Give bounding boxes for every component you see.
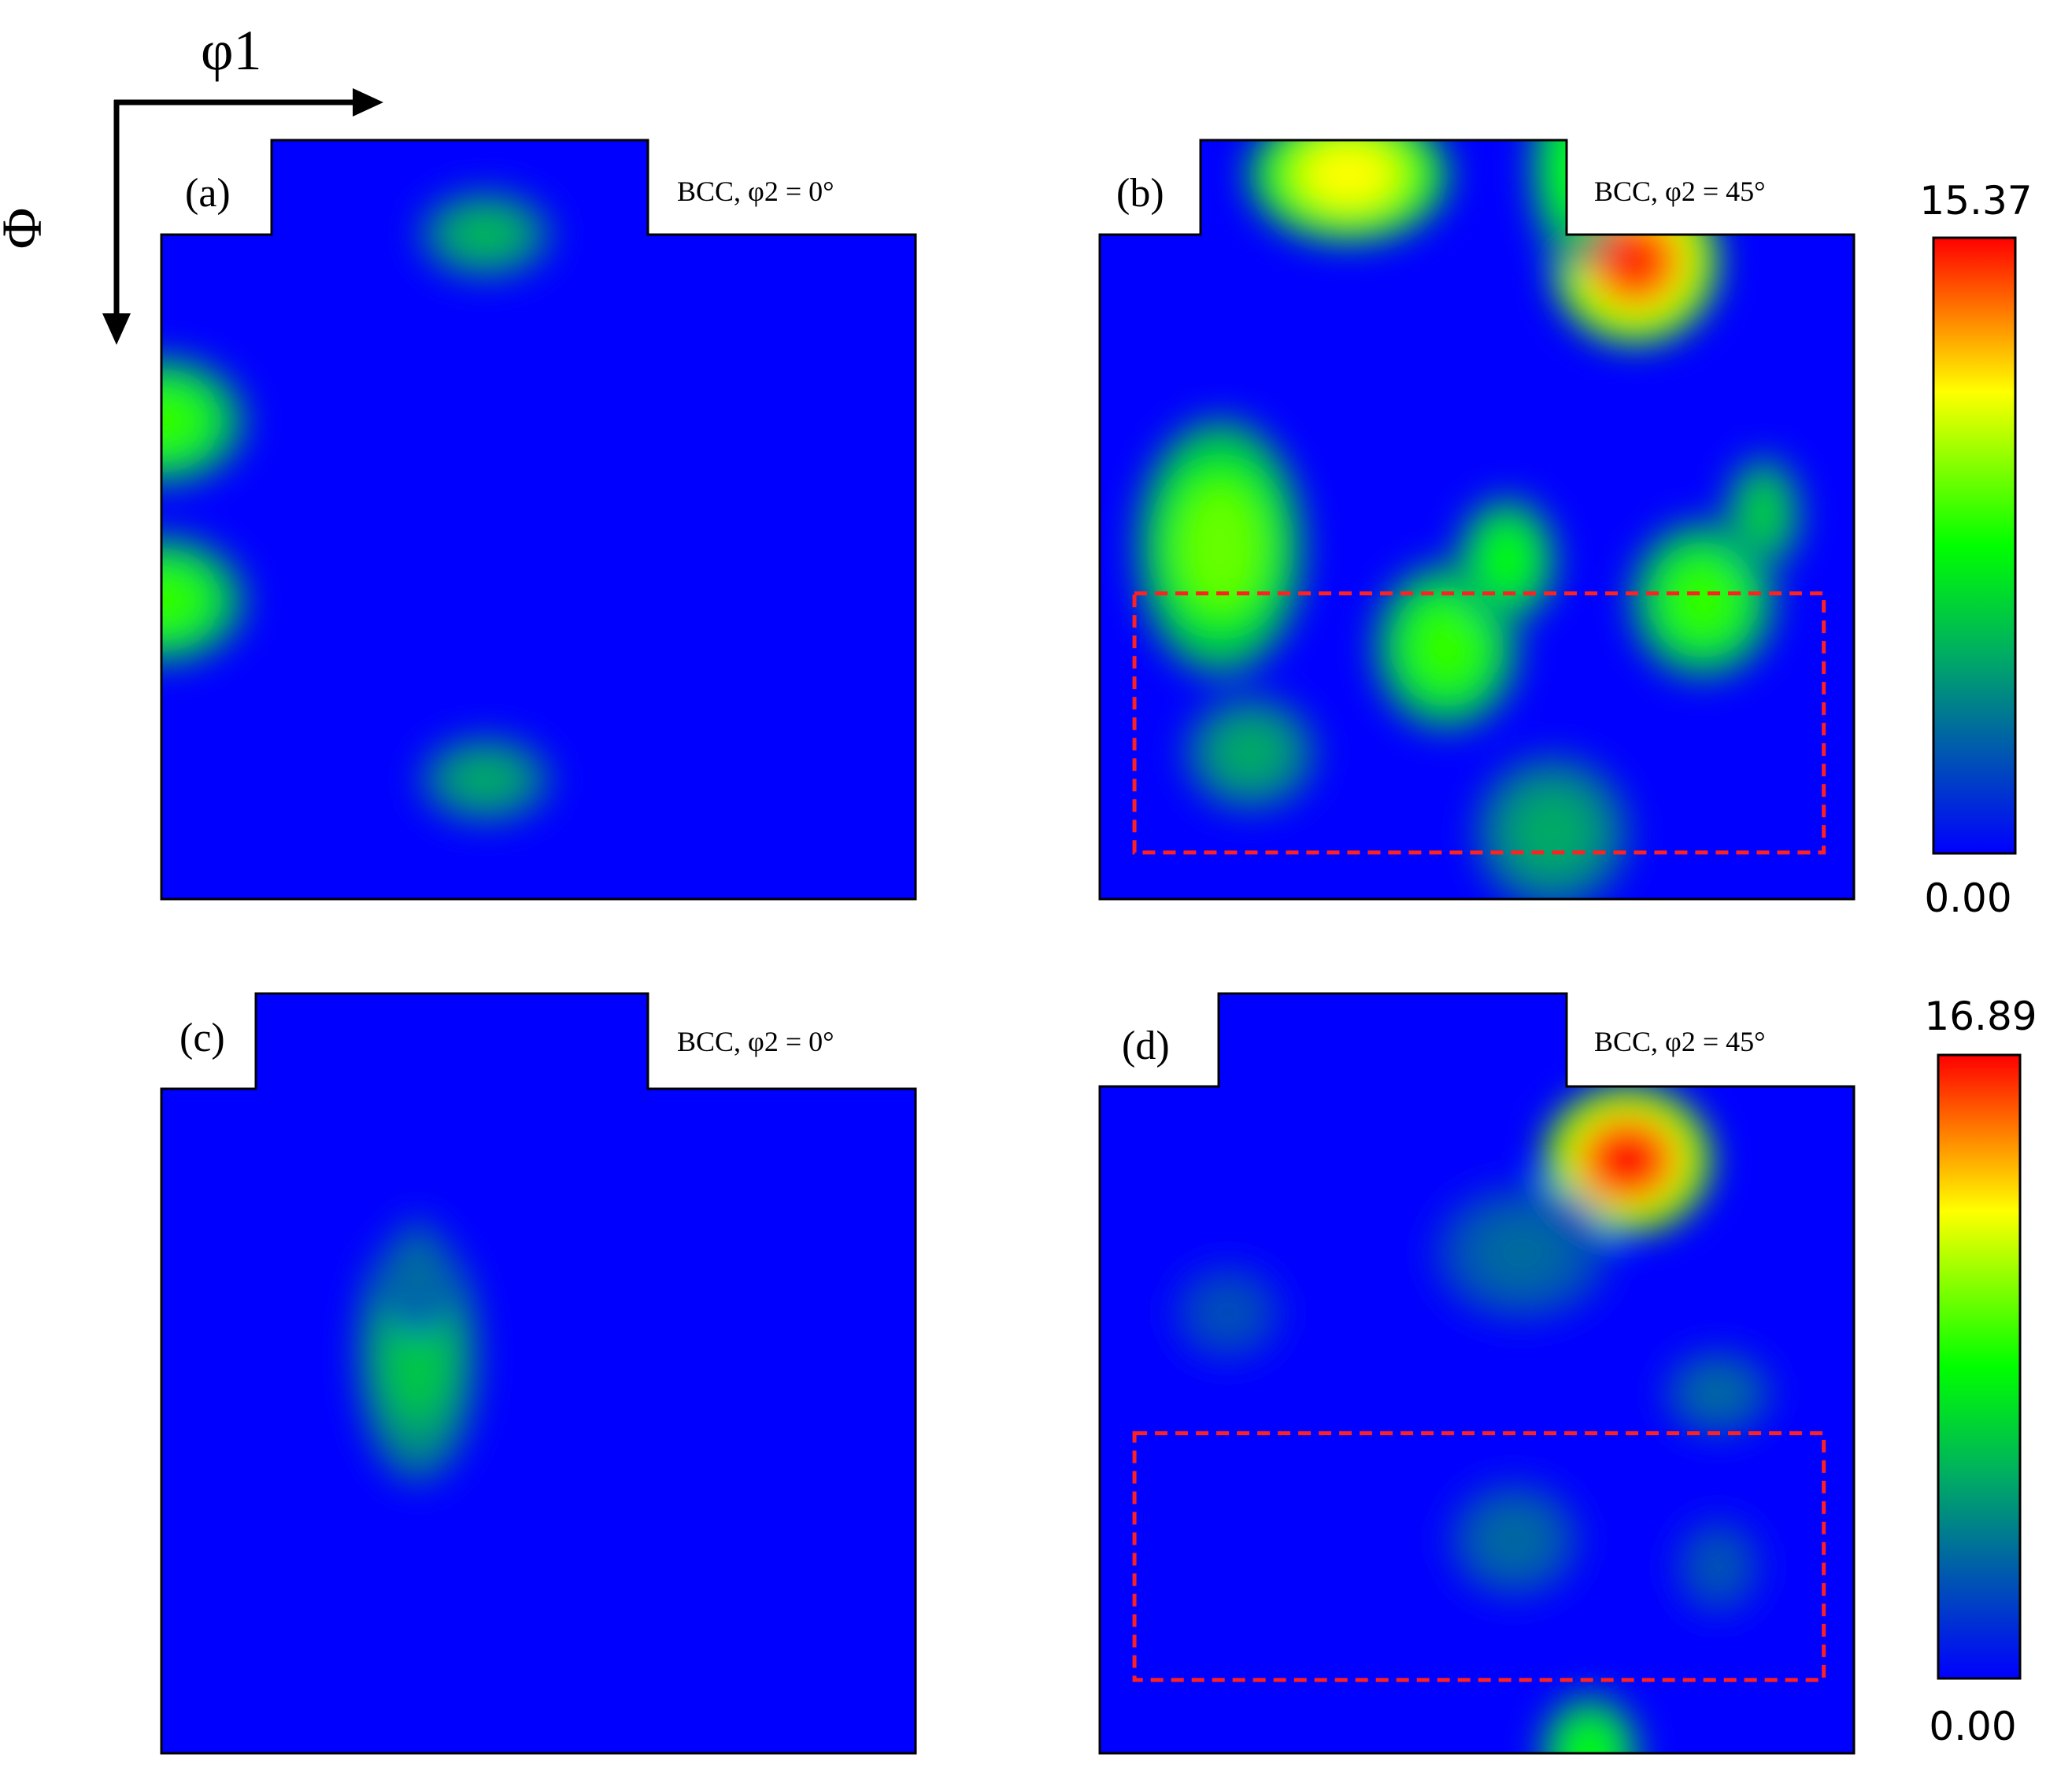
panel-a: (a) BCC, φ2 = 0°	[160, 139, 917, 901]
panel-b-label: (b)	[1116, 171, 1164, 216]
panel-d-label: (d)	[1122, 1023, 1170, 1068]
colorbar-bottom-bar	[1937, 1053, 2022, 1680]
panel-a-heatmap	[160, 139, 917, 901]
heatmap-blob	[1303, 143, 1394, 206]
heatmap-blob	[1182, 489, 1259, 605]
heatmap-border	[1098, 992, 1856, 1755]
heatmap-blob	[1589, 1126, 1666, 1194]
heatmap-blobs	[1171, 1084, 1775, 1753]
phi1-arrow-head	[353, 88, 383, 117]
heatmap-blobs	[355, 1215, 480, 1485]
heatmap-blob	[1597, 223, 1674, 299]
heatmap-blob	[1220, 726, 1281, 780]
heatmap-border	[160, 139, 917, 901]
panel-b-heatmap	[1098, 139, 1856, 901]
heatmap-blob	[402, 1248, 433, 1302]
panel-b: (b) BCC, φ2 = 45°	[1098, 139, 1856, 901]
colorbar-top-min: 0.00	[1924, 875, 2011, 921]
colorbar-top: 15.37 0.00	[1919, 178, 2032, 921]
heatmap-field	[161, 140, 916, 899]
heatmap-field	[1100, 994, 1854, 1753]
heatmap-blob	[1693, 1373, 1744, 1414]
Phi-axis-label: Φ	[0, 208, 54, 250]
phi1-axis-label: φ1	[201, 19, 262, 82]
heatmap-blob	[455, 759, 516, 800]
axis-arrows: φ1 Φ	[0, 19, 383, 345]
heatmap-blob	[1670, 564, 1736, 636]
panel-a-label: (a)	[185, 171, 231, 216]
colorbar-top-max: 15.37	[1919, 178, 2032, 224]
heatmap-blob	[1567, 1726, 1613, 1753]
panel-c-label: (c)	[179, 1016, 225, 1060]
colorbar-bottom: 16.89 0.00	[1924, 994, 2037, 1749]
heatmap-border	[160, 992, 917, 1755]
highlight-rectangle	[1132, 591, 1826, 855]
colorbar-bottom-max: 16.89	[1924, 994, 2037, 1039]
colorbar-bottom-min: 0.00	[1929, 1704, 2016, 1749]
heatmap-border	[1098, 139, 1856, 901]
panel-d-heatmap	[1098, 992, 1856, 1755]
heatmap-field	[161, 994, 916, 1753]
Phi-arrow-head	[102, 313, 131, 345]
heatmap-blobs	[161, 190, 554, 825]
colorbar-top-bar	[1932, 236, 2017, 855]
heatmap-blob	[1484, 531, 1530, 590]
heatmap-blob	[1484, 1513, 1545, 1567]
panel-c: (c) BCC, φ2 = 0°	[160, 992, 917, 1755]
heatmap-blob	[1554, 140, 1596, 213]
heatmap-blob	[455, 214, 516, 255]
heatmap-blob	[1745, 487, 1782, 541]
panel-c-heatmap	[160, 992, 917, 1755]
panel-d: (d) BCC, φ2 = 45°	[1098, 992, 1856, 1755]
highlight-rectangle	[1132, 1430, 1826, 1682]
heatmap-blob	[1698, 1544, 1739, 1590]
panel-a-title: BCC, φ2 = 0°	[677, 176, 834, 207]
heatmap-blob	[1202, 1290, 1253, 1336]
heatmap-blob	[1482, 1222, 1563, 1285]
heatmap-blob	[1517, 797, 1588, 868]
heatmap-blobs	[1135, 140, 1804, 899]
heatmap-background	[161, 994, 916, 1753]
heatmap-blob	[1414, 609, 1480, 685]
panel-d-title: BCC, φ2 = 45°	[1594, 1026, 1766, 1057]
panel-c-title: BCC, φ2 = 0°	[677, 1026, 834, 1057]
panel-b-title: BCC, φ2 = 45°	[1594, 176, 1766, 207]
heatmap-field	[1100, 140, 1854, 899]
